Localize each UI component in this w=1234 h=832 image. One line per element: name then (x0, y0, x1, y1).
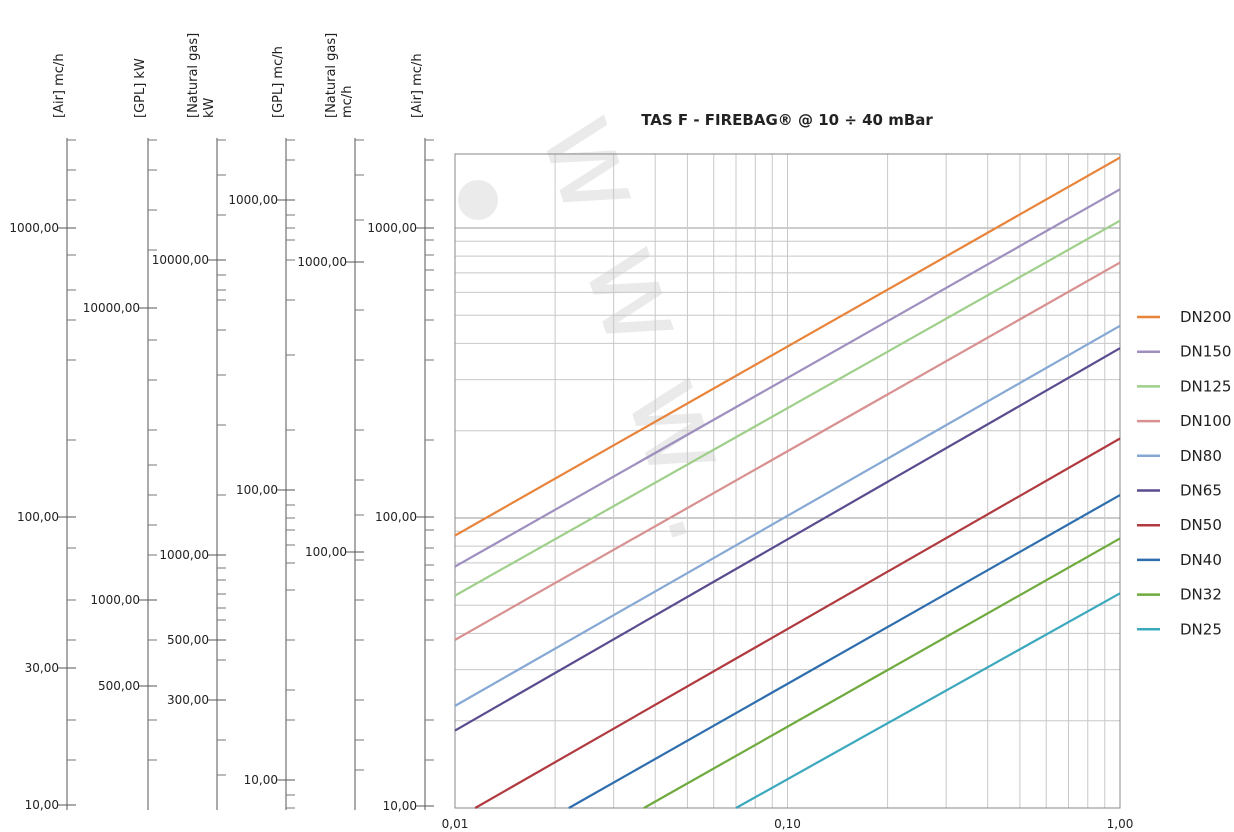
series-line-dn200 (454, 156, 1121, 537)
series-lines (454, 156, 1121, 809)
series-line-dn50 (474, 437, 1121, 809)
scale-tick-label: 1000,00 (367, 221, 417, 235)
scale-tick-label: 1000,00 (297, 255, 347, 269)
x-tick-label: 0,10 (774, 817, 801, 831)
series-line-dn65 (454, 347, 1121, 732)
unit-scale-3: 10000,00 1000,00 500,00 300,00 [Natural gas]… (152, 33, 226, 810)
series-line-dn125 (454, 219, 1121, 597)
legend-label: DN50 (1180, 516, 1222, 534)
series-line-dn40 (568, 494, 1121, 809)
scale-tick-label: 1000,00 (228, 193, 278, 207)
scale-tick-label: 10,00 (383, 799, 417, 813)
legend-label: DN100 (1180, 412, 1231, 430)
legend-label: DN200 (1180, 308, 1231, 326)
scale-header-label: [GPL] kW (133, 58, 148, 118)
scale-tick-label: 100,00 (236, 483, 278, 497)
scale-tick-label: 300,00 (167, 693, 209, 707)
legend-label: DN40 (1180, 551, 1222, 569)
plot-area: 0,01 0,10 1,00 (442, 153, 1134, 831)
unit-scales: 1000,00 100,00 30,00 10,00 [Air] mc/h 10000,0… (9, 33, 434, 813)
legend-label: DN65 (1180, 482, 1222, 500)
scale-header-label: [Air] mc/h (52, 53, 67, 118)
scale-header-label: [GPL] mc/h (271, 46, 286, 118)
series-line-dn100 (454, 261, 1121, 641)
scale-tick-label: 30,00 (25, 661, 59, 675)
scale-header-label: [Natural gas]kW (186, 33, 217, 118)
unit-scale-6: 1000,00 100,00 10,00 [Air] mc/h (367, 53, 434, 813)
series-line-dn150 (454, 188, 1121, 568)
scale-tick-label: 100,00 (305, 545, 347, 559)
series-line-dn80 (454, 324, 1121, 707)
unit-scale-5: 1000,00 100,00 [Natural gas]mc/h (297, 33, 364, 810)
legend-label: DN32 (1180, 586, 1222, 604)
scale-tick-label: 1000,00 (159, 548, 209, 562)
legend-label: DN25 (1180, 620, 1222, 638)
scale-header-label: [Air] mc/h (410, 53, 425, 118)
unit-scale-4: 1000,00 100,00 10,00 [GPL] mc/h (228, 46, 295, 810)
chart-title: TAS F - FIREBAG® @ 10 ÷ 40 mBar (641, 111, 933, 129)
watermark: www. (458, 96, 793, 597)
unit-scale-2: 10000,00 1000,00 500,00 [GPL] kW (83, 58, 157, 810)
scale-tick-label: 10000,00 (83, 301, 140, 315)
grid (454, 153, 1121, 809)
x-tick-label: 1,00 (1107, 817, 1134, 831)
scale-tick-label: 500,00 (167, 633, 209, 647)
scale-tick-label: 10,00 (25, 798, 59, 812)
legend: DN200 DN150 DN125 DN100 DN80 DN65 DN50 DN40 DN32… (1137, 308, 1231, 638)
legend-label: DN150 (1180, 343, 1231, 361)
legend-label: DN125 (1180, 377, 1231, 395)
series-line-dn25 (735, 592, 1121, 809)
scale-tick-label: 1000,00 (90, 593, 140, 607)
scale-header-label: [Natural gas]mc/h (324, 33, 355, 118)
x-tick-label: 0,01 (442, 817, 469, 831)
x-tick-labels: 0,01 0,10 1,00 (442, 817, 1134, 831)
plot-frame (454, 153, 1121, 809)
scale-tick-label: 10,00 (244, 773, 278, 787)
unit-scale-1: 1000,00 100,00 30,00 10,00 [Air] mc/h (9, 53, 76, 812)
svg-text:www.: www. (512, 96, 793, 597)
scale-tick-label: 1000,00 (9, 221, 59, 235)
series-line-dn32 (643, 537, 1121, 809)
scale-tick-label: 10000,00 (152, 253, 209, 267)
scale-tick-label: 100,00 (375, 510, 417, 524)
legend-label: DN80 (1180, 447, 1222, 465)
scale-tick-label: 100,00 (17, 510, 59, 524)
scale-tick-label: 500,00 (98, 679, 140, 693)
